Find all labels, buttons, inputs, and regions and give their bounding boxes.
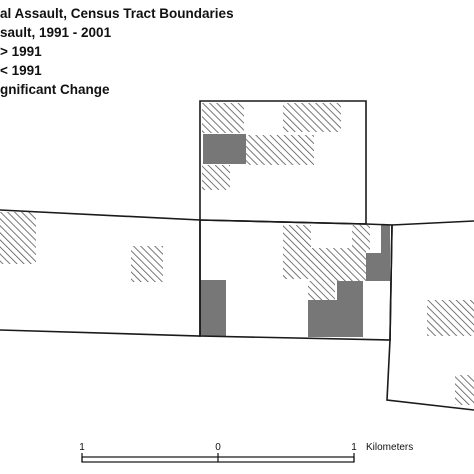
scale-label-unit: Kilometers [366, 442, 413, 453]
hatched-cell [202, 165, 230, 190]
solid-cell [366, 253, 390, 281]
tract-right [386, 220, 474, 411]
legend-item-no-change: gnificant Change [0, 82, 110, 97]
hatched-cell [246, 135, 314, 165]
scale-label-center: 0 [215, 442, 221, 453]
hatched-cell [283, 103, 341, 132]
scale-label-left: 1 [79, 442, 85, 453]
solid-cell [337, 281, 363, 301]
hatched-cell [352, 225, 370, 250]
hatched-cell [311, 248, 366, 281]
tract-right-edge [389, 224, 393, 341]
tract-boundaries [0, 100, 474, 411]
solid-cell [308, 300, 363, 337]
legend-item-increase: > 1991 [0, 44, 42, 59]
legend-title-line-1: al Assault, Census Tract Boundaries [0, 6, 234, 21]
solid-areas [200, 134, 390, 337]
hatched-cell [455, 375, 474, 405]
hatched-cell [202, 103, 244, 133]
hatched-cell [308, 281, 335, 301]
hatched-cell [283, 225, 311, 279]
legend-item-decrease: < 1991 [0, 63, 42, 78]
solid-cell [200, 280, 226, 336]
solid-cell [203, 134, 246, 164]
legend-title-line-2: sault, 1991 - 2001 [0, 25, 112, 40]
solid-cell [381, 225, 390, 253]
hatched-cell [0, 212, 36, 264]
hatched-cell [427, 300, 474, 336]
hatched-areas [0, 103, 474, 405]
scale-bar: 1 0 1 Kilometers [79, 442, 413, 463]
scale-label-right: 1 [351, 442, 357, 453]
map-legend: al Assault, Census Tract Boundaries saul… [0, 4, 234, 99]
hatched-cell [131, 246, 163, 282]
